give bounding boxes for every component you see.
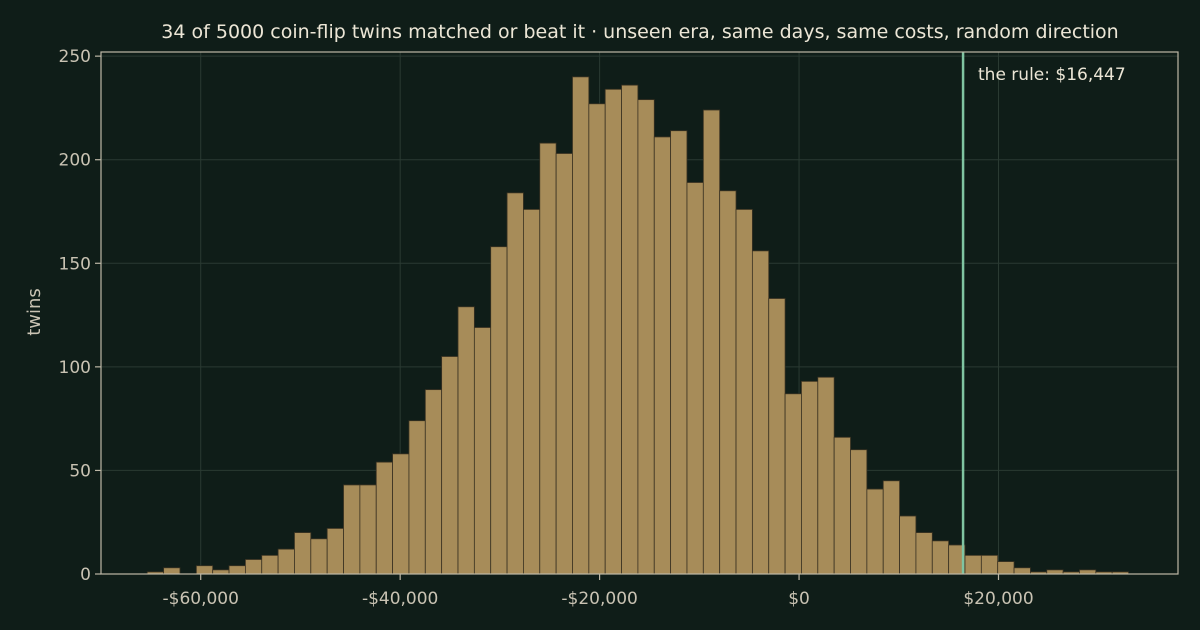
histogram-bar: [473, 327, 492, 575]
y-tick-label: 100: [59, 358, 91, 378]
histogram-bar: [686, 182, 704, 575]
histogram-bar: [997, 561, 1015, 575]
plot-frame: [100, 51, 1179, 575]
histogram-bar: [784, 393, 802, 575]
histogram-bar: [866, 488, 884, 575]
x-tick-label: -$40,000: [362, 589, 438, 609]
histogram-bar: [212, 569, 230, 575]
y-axis: 0 50 100 150 200 250: [59, 47, 101, 585]
histogram-bar: [408, 420, 426, 575]
histogram-bar: [833, 436, 851, 575]
histogram-bar: [244, 559, 263, 575]
histogram-bar: [163, 567, 181, 575]
y-tick-label: 250: [59, 47, 91, 67]
histogram-bar: [768, 298, 786, 575]
histogram-bar: [735, 209, 753, 575]
histogram-bar: [850, 449, 868, 575]
histogram-bar: [310, 538, 328, 575]
histogram-bar: [964, 554, 982, 575]
histogram-bar: [1079, 569, 1097, 575]
y-tick-label: 150: [59, 254, 91, 274]
y-tick-label: 50: [69, 461, 91, 481]
x-tick-label: -$60,000: [163, 589, 239, 609]
histogram-bar: [424, 389, 443, 575]
histogram-bar: [490, 246, 508, 575]
histogram-bar: [195, 565, 214, 575]
histogram-bar: [980, 554, 999, 575]
histogram-bar: [277, 548, 295, 575]
x-tick-label: -$20,000: [561, 589, 637, 609]
x-tick-label: $0: [788, 589, 810, 609]
histogram-bar: [539, 142, 557, 575]
histogram-bar: [817, 376, 835, 575]
histogram-bar: [604, 88, 622, 575]
chart-title: 34 of 5000 coin-flip twins matched or be…: [161, 21, 1118, 43]
histogram-bar: [261, 554, 279, 575]
histogram-bar: [882, 480, 900, 575]
histogram-bars: [146, 76, 1129, 575]
x-axis: -$60,000 -$40,000 -$20,000 $0 $20,000: [163, 574, 1034, 609]
histogram-bar: [621, 84, 639, 575]
histogram-bar: [359, 484, 377, 575]
histogram-bar: [702, 109, 721, 575]
histogram-bar: [637, 99, 655, 575]
histogram-bar: [719, 190, 737, 575]
histogram-bar: [326, 528, 344, 575]
histogram-bar: [523, 209, 541, 575]
histogram-bar: [294, 532, 312, 575]
histogram-bar: [572, 76, 590, 575]
histogram-bar: [555, 153, 573, 575]
histogram-bar: [457, 306, 475, 575]
histogram-bar: [670, 130, 688, 575]
histogram-bar: [343, 484, 361, 575]
y-tick-label: 200: [59, 151, 91, 171]
histogram-bar: [801, 380, 819, 575]
histogram-bar: [931, 540, 950, 575]
histogram-bar: [375, 461, 393, 575]
histogram-bar: [506, 192, 524, 575]
y-axis-label: twins: [24, 288, 45, 336]
histogram-bar: [653, 136, 672, 575]
x-tick-label: $20,000: [963, 589, 1033, 609]
histogram-bar: [1013, 567, 1031, 575]
histogram-bar: [899, 515, 917, 575]
histogram-bar: [1046, 569, 1064, 575]
histogram-bar: [588, 103, 606, 575]
histogram-bar: [751, 250, 770, 575]
histogram-bar: [392, 453, 410, 575]
histogram-bar: [915, 532, 933, 575]
reference-line-label: the rule: $16,447: [978, 65, 1126, 85]
y-tick-label: 0: [80, 565, 91, 585]
histogram-bar: [228, 565, 246, 575]
histogram-bar: [441, 356, 459, 575]
